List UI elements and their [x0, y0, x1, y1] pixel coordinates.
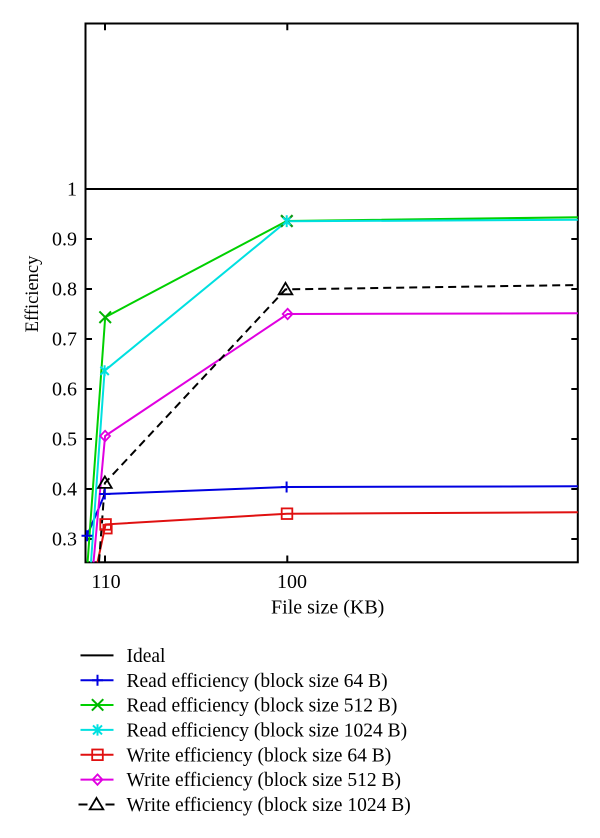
- svg-text:Efficiency: Efficiency: [23, 255, 43, 332]
- svg-text:100: 100: [277, 571, 307, 593]
- svg-text:0.9: 0.9: [52, 229, 77, 251]
- svg-text:0.6: 0.6: [52, 379, 77, 401]
- svg-text:Write efficiency (block size 1: Write efficiency (block size 1024 B): [127, 795, 411, 816]
- svg-text:0.5: 0.5: [52, 429, 77, 451]
- svg-text:Write efficiency (block size 5: Write efficiency (block size 512 B): [127, 770, 401, 791]
- svg-text:File size (KB): File size (KB): [271, 597, 384, 619]
- svg-text:Read efficiency (block size 64: Read efficiency (block size 64 B): [127, 671, 388, 692]
- svg-text:1: 1: [67, 179, 77, 201]
- svg-text:Read efficiency (block size 10: Read efficiency (block size 1024 B): [127, 721, 408, 742]
- svg-text:0.7: 0.7: [52, 329, 77, 351]
- svg-text:0.8: 0.8: [52, 279, 77, 301]
- svg-text:Ideal: Ideal: [127, 646, 167, 667]
- svg-text:Read efficiency (block size 51: Read efficiency (block size 512 B): [127, 696, 398, 717]
- svg-text:0.3: 0.3: [52, 529, 77, 551]
- svg-text:110: 110: [91, 571, 120, 593]
- svg-text:Write efficiency (block size 6: Write efficiency (block size 64 B): [127, 745, 392, 766]
- svg-text:0.4: 0.4: [52, 479, 77, 501]
